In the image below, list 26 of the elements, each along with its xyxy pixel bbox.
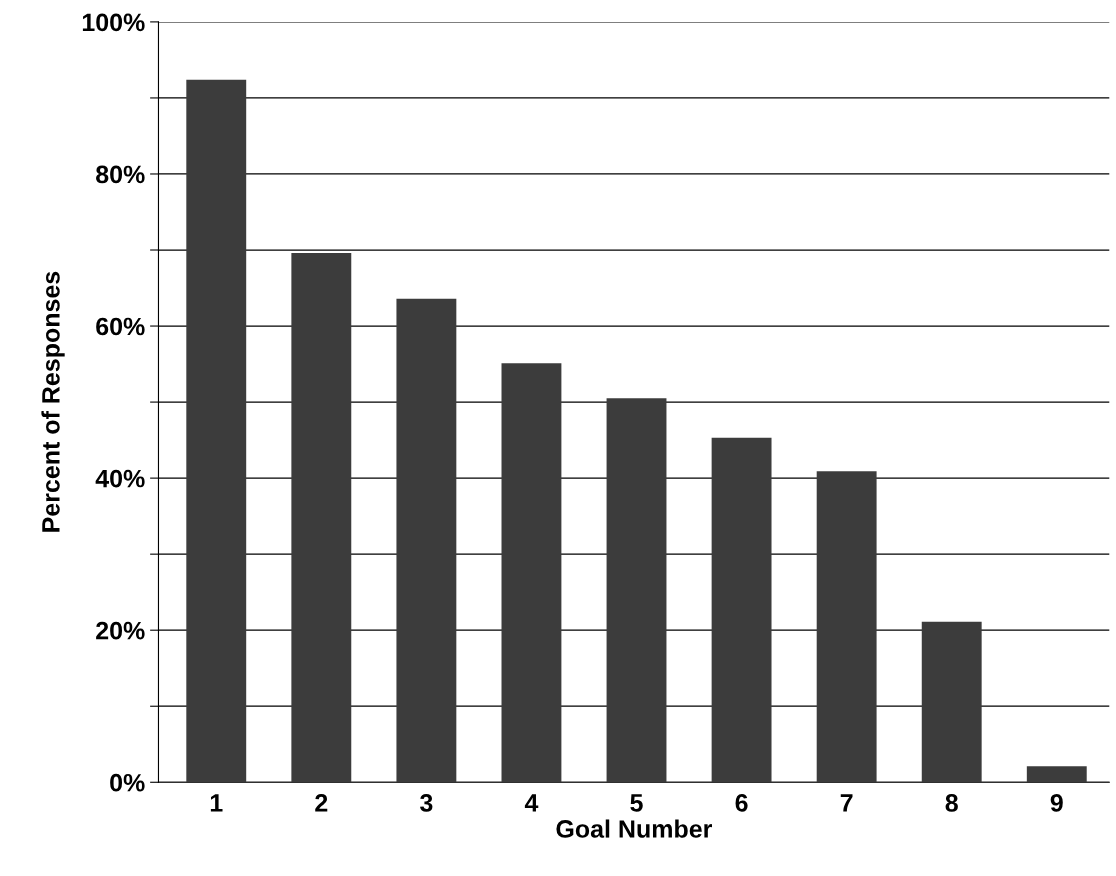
- x-tick-label: 1: [210, 794, 223, 812]
- x-tick-label: 3: [420, 794, 433, 812]
- x-tick-label: 8: [945, 794, 958, 812]
- bar: [606, 398, 667, 783]
- x-tick-label: 5: [630, 794, 643, 812]
- x-tick-label: 4: [524, 794, 539, 812]
- x-tick-label: 6: [735, 794, 748, 812]
- y-tick-label: 0%: [110, 773, 145, 792]
- x-tick-label: 9: [1050, 794, 1063, 812]
- y-tick-label: 40%: [95, 469, 145, 488]
- y-tick-label: 60%: [96, 317, 145, 336]
- x-tick-label: 2: [315, 794, 328, 812]
- y-axis-title: Percent of Responses: [41, 271, 65, 532]
- x-tick-label: 7: [840, 794, 853, 812]
- bar: [396, 298, 457, 783]
- bar: [711, 437, 772, 783]
- y-tick-label: 100%: [82, 13, 145, 32]
- bar: [501, 363, 562, 783]
- bar: [921, 621, 982, 783]
- y-tick-label: 20%: [96, 621, 145, 640]
- x-axis-title: Goal Number: [556, 819, 712, 838]
- bar: [816, 471, 877, 783]
- bar: [1026, 766, 1087, 783]
- bar: [186, 79, 247, 783]
- y-tick-label: 80%: [96, 165, 145, 184]
- bar: [291, 253, 352, 783]
